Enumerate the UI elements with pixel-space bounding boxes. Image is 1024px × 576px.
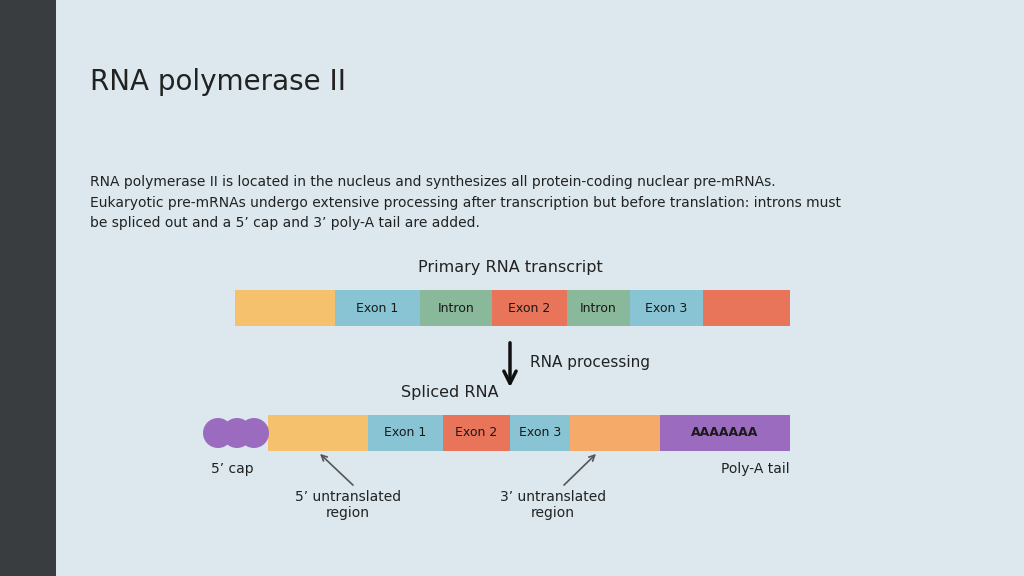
Text: Exon 3: Exon 3 [645, 301, 688, 314]
Bar [492, 290, 567, 326]
Bar [234, 290, 335, 326]
Bar [268, 415, 368, 451]
Text: 5’ cap: 5’ cap [211, 462, 253, 476]
Text: Spliced RNA: Spliced RNA [401, 385, 499, 400]
Text: Primary RNA transcript: Primary RNA transcript [418, 260, 602, 275]
Text: Intron: Intron [581, 301, 616, 314]
Text: Intron: Intron [437, 301, 474, 314]
Text: RNA polymerase II is located in the nucleus and synthesizes all protein-coding n: RNA polymerase II is located in the nucl… [90, 175, 841, 230]
Text: 3’ untranslated
region: 3’ untranslated region [500, 490, 606, 520]
Bar [368, 415, 443, 451]
Text: Exon 1: Exon 1 [356, 301, 398, 314]
Text: 5’ untranslated
region: 5’ untranslated region [295, 490, 401, 520]
Ellipse shape [239, 418, 269, 448]
Text: Poly-A tail: Poly-A tail [721, 462, 790, 476]
Text: Exon 1: Exon 1 [384, 426, 427, 439]
Bar [420, 290, 492, 326]
Bar [510, 415, 570, 451]
Text: RNA processing: RNA processing [530, 355, 650, 370]
Text: AAAAAAA: AAAAAAA [691, 426, 759, 439]
Ellipse shape [222, 418, 252, 448]
Bar [567, 290, 630, 326]
Bar [570, 415, 660, 451]
Bar [0, 0, 56, 576]
Ellipse shape [203, 418, 233, 448]
Bar [335, 290, 420, 326]
Bar [443, 415, 510, 451]
Text: Exon 3: Exon 3 [519, 426, 561, 439]
Bar [630, 290, 703, 326]
Text: Exon 2: Exon 2 [456, 426, 498, 439]
Text: Exon 2: Exon 2 [508, 301, 551, 314]
Bar [703, 290, 790, 326]
Text: RNA polymerase II: RNA polymerase II [90, 68, 346, 96]
Bar [660, 415, 790, 451]
